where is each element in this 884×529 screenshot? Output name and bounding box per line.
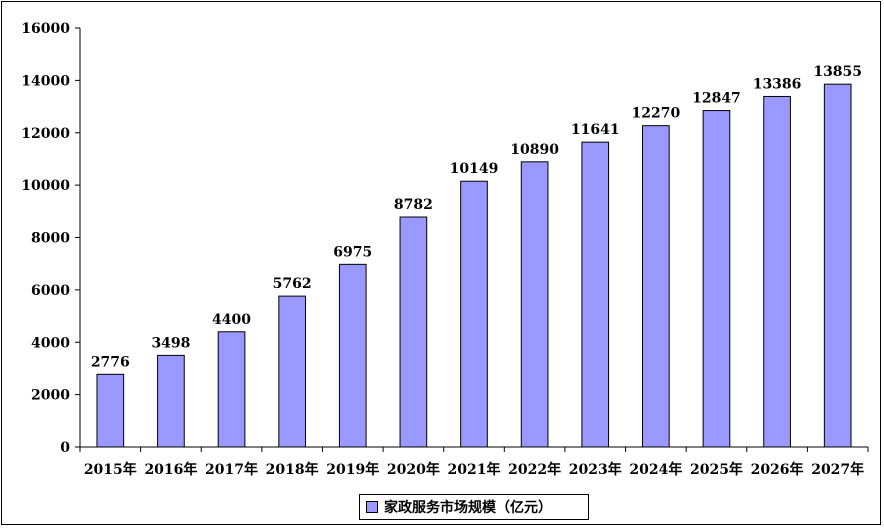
data-label: 11641	[571, 122, 620, 138]
y-axis: 0 2000 4000 6000 8000 10000 12000 14000 16000	[21, 21, 81, 456]
bar	[96, 373, 125, 448]
data-label: 4400	[212, 312, 251, 328]
legend: 家政服务市场规模（亿元）	[359, 494, 589, 520]
x-tick-label: 2016年	[144, 461, 197, 478]
x-tick-label: 2025年	[690, 461, 743, 478]
legend-swatch	[366, 501, 378, 513]
data-label: 10890	[510, 142, 559, 158]
x-tick-label: 2021年	[448, 461, 501, 478]
y-tick-label: 8000	[31, 231, 70, 247]
bar	[460, 180, 488, 448]
bar	[581, 141, 610, 448]
data-label: 12270	[631, 106, 680, 122]
data-label: 8782	[394, 197, 433, 213]
y-tick-label: 14000	[21, 73, 70, 89]
legend-label: 家政服务市场规模（亿元）	[384, 500, 552, 516]
x-tick-label: 2015年	[84, 461, 137, 478]
y-tick-label: 0	[60, 440, 70, 456]
x-tick-label: 2018年	[266, 461, 319, 478]
bar	[520, 161, 549, 448]
data-label: 12847	[692, 91, 741, 107]
data-label: 2776	[91, 354, 130, 370]
bar	[763, 95, 791, 448]
x-tick-label: 2027年	[811, 461, 864, 478]
data-label: 13386	[753, 76, 802, 92]
bar	[642, 125, 670, 448]
x-tick-label: 2017年	[205, 461, 258, 478]
bar	[823, 83, 852, 448]
x-tick-label: 2026年	[751, 461, 804, 478]
bar	[702, 110, 731, 448]
y-tick-label: 10000	[21, 178, 70, 194]
x-tick-label: 2020年	[387, 461, 440, 478]
y-tick-label: 2000	[31, 388, 70, 404]
x-axis: 2015年 2016年 2017年 2018年 2019年 2020年 2021年 2022年…	[79, 446, 869, 478]
x-tick-label: 2024年	[629, 461, 682, 478]
y-tick-label: 6000	[31, 283, 70, 299]
y-tick-label: 4000	[31, 335, 70, 351]
y-tick-label: 12000	[21, 126, 70, 142]
bar	[338, 263, 367, 448]
data-label: 3498	[151, 335, 190, 351]
x-tick-label: 2023年	[569, 461, 622, 478]
bar	[157, 354, 185, 448]
data-label: 6975	[333, 244, 372, 260]
x-tick-label: 2019年	[326, 461, 379, 478]
bar	[399, 216, 428, 448]
bar	[217, 331, 246, 448]
data-label: 13855	[813, 64, 862, 80]
bars	[96, 83, 852, 448]
bar	[278, 295, 306, 448]
data-label: 10149	[450, 161, 499, 177]
data-label: 5762	[273, 276, 312, 292]
y-tick-label: 16000	[21, 21, 70, 37]
x-tick-label: 2022年	[508, 461, 561, 478]
data-labels: 2776 3498 4400 5762 6975 8782 10149 10890 11641 1…	[91, 64, 862, 370]
